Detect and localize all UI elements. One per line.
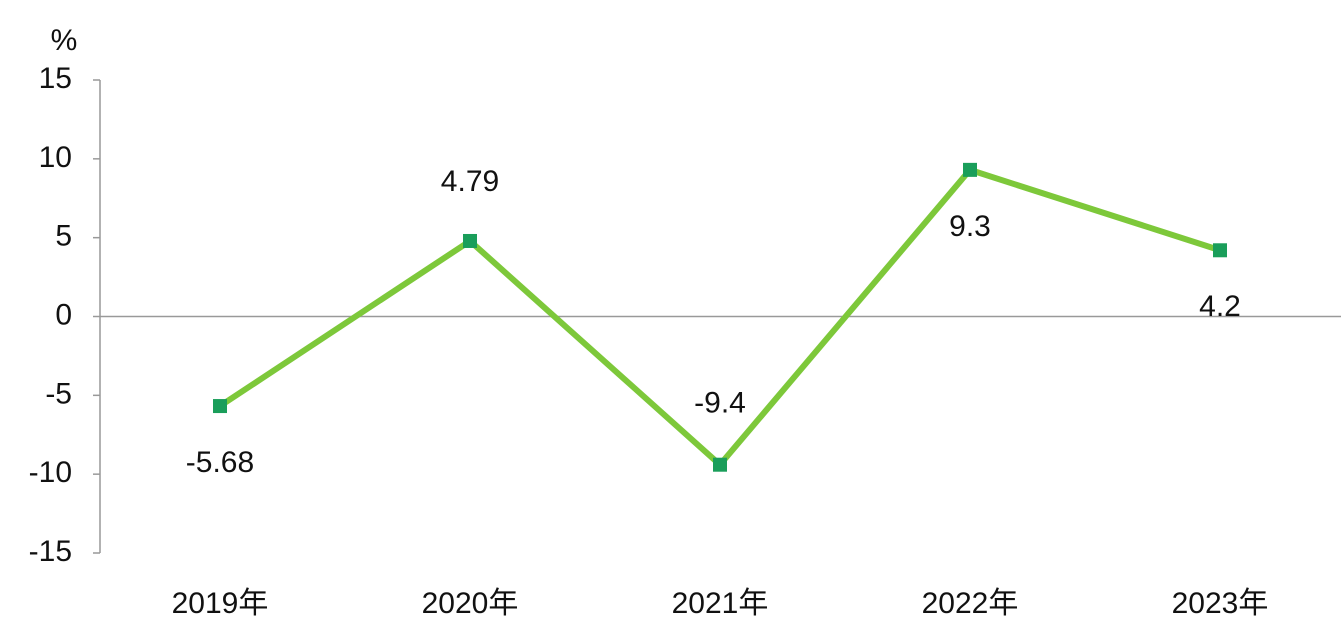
data-label: 4.2 [1199, 290, 1241, 323]
x-tick-label: 2021年 [672, 587, 769, 620]
marker [1213, 243, 1227, 258]
x-tick-label: 2020年 [422, 587, 519, 620]
data-label: 4.79 [441, 165, 499, 198]
data-label: -9.4 [694, 387, 746, 420]
x-tick-label: 2023年 [1172, 587, 1269, 620]
y-tick-label: 15 [39, 62, 72, 95]
marker [713, 457, 727, 472]
y-tick-label: -15 [29, 535, 72, 568]
marker [963, 162, 977, 177]
y-tick-label: -5 [45, 377, 72, 410]
y-axis-label: % [51, 24, 78, 57]
marker [463, 233, 477, 248]
data-label: -5.68 [186, 446, 254, 479]
marker [213, 399, 227, 414]
y-tick-label: 5 [55, 220, 72, 253]
x-tick-label: 2022年 [922, 587, 1019, 620]
line [218, 166, 1221, 468]
y-tick-label: 10 [39, 141, 72, 174]
data-label: 9.3 [949, 210, 991, 243]
x-tick-label: 2019年 [172, 587, 269, 620]
y-tick-label: -10 [29, 456, 72, 489]
y-tick-label: 0 [55, 298, 72, 331]
